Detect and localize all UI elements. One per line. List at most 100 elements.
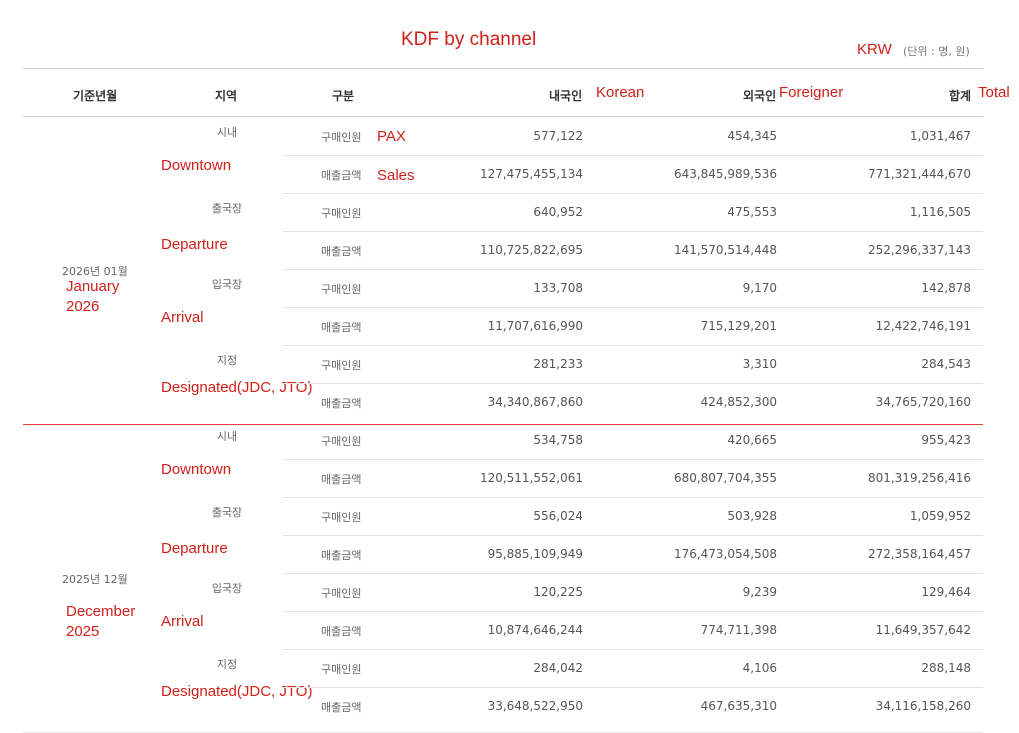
- korean-value: 10,874,646,244: [487, 623, 583, 637]
- korean-value: 281,233: [533, 357, 583, 371]
- row-type: 매출금액: [321, 701, 362, 714]
- foreigner-value: 424,852,300: [700, 395, 777, 409]
- annotation-region: Departure: [161, 540, 228, 557]
- annotation-foreigner: Foreigner: [779, 84, 844, 101]
- unit-note: (단위 : 명, 원): [903, 45, 970, 58]
- header-period: 기준년월: [73, 89, 118, 103]
- total-value: 801,319,256,416: [867, 471, 971, 485]
- foreigner-value: 9,170: [742, 281, 777, 295]
- row-separator: [283, 307, 983, 308]
- row-separator: [283, 687, 983, 688]
- row-separator: [283, 383, 983, 384]
- row-separator: [283, 573, 983, 574]
- row-separator: [283, 345, 983, 346]
- row-separator: [283, 269, 983, 270]
- total-value: 1,116,505: [909, 205, 971, 219]
- region-label: 시내: [216, 430, 238, 443]
- annotation-period: 2026: [66, 298, 100, 315]
- annotation-region: Arrival: [161, 309, 204, 326]
- total-value: 34,116,158,260: [875, 699, 971, 713]
- annotation-region: Departure: [161, 236, 228, 253]
- total-value: 272,358,164,457: [867, 547, 971, 561]
- foreigner-value: 715,129,201: [700, 319, 777, 333]
- row-separator: [283, 459, 983, 460]
- annotation-period: 2025: [66, 623, 100, 640]
- total-value: 955,423: [921, 433, 971, 447]
- total-value: 142,878: [921, 281, 971, 295]
- annotation-period: December: [66, 603, 136, 620]
- row-type: 매출금액: [321, 397, 362, 410]
- annotation-title: KDF by channel: [401, 29, 537, 50]
- foreigner-value: 643,845,989,536: [673, 167, 777, 181]
- row-type: 매출금액: [321, 245, 362, 258]
- row-type: 매출금액: [321, 321, 362, 334]
- region-label: 입국장: [211, 582, 243, 595]
- annotation-region: Downtown: [161, 157, 232, 174]
- total-value: 34,765,720,160: [875, 395, 971, 409]
- row-type: 구매인원: [321, 283, 362, 296]
- annotation-region: Designated(JDC, JTO): [161, 683, 313, 700]
- row-type: 구매인원: [321, 435, 362, 448]
- region-label: 시내: [216, 126, 238, 139]
- header-top-border: [23, 68, 983, 69]
- header-foreigner: 외국인: [743, 89, 777, 103]
- header-type: 구분: [332, 89, 355, 103]
- row-type: 구매인원: [321, 663, 362, 676]
- row-type: 매출금액: [321, 625, 362, 638]
- total-value: 12,422,746,191: [875, 319, 971, 333]
- korean-value: 110,725,822,695: [479, 243, 583, 257]
- row-separator: [283, 231, 983, 232]
- foreigner-value: 420,665: [727, 433, 777, 447]
- annotation-total: Total: [978, 84, 1010, 101]
- row-separator: [283, 155, 983, 156]
- row-separator: [283, 649, 983, 650]
- region-label: 출국장: [211, 202, 243, 215]
- header-region: 지역: [215, 89, 238, 103]
- annotation-period: January: [66, 278, 120, 295]
- foreigner-value: 774,711,398: [700, 623, 777, 637]
- foreigner-value: 503,928: [727, 509, 777, 523]
- row-type: 구매인원: [321, 511, 362, 524]
- header-bottom-border: [23, 116, 983, 117]
- group-separator: [23, 424, 983, 425]
- total-value: 252,296,337,143: [867, 243, 971, 257]
- row-type: 구매인원: [321, 359, 362, 372]
- region-label: 출국장: [211, 506, 243, 519]
- foreigner-value: 9,239: [742, 585, 777, 599]
- annotation-sales: Sales: [377, 167, 415, 184]
- row-separator: [283, 193, 983, 194]
- row-type: 매출금액: [321, 473, 362, 486]
- total-value: 284,543: [921, 357, 971, 371]
- korean-value: 120,225: [533, 585, 583, 599]
- row-type: 매출금액: [321, 549, 362, 562]
- annotation-region: Downtown: [161, 461, 232, 478]
- korean-value: 120,511,552,061: [479, 471, 583, 485]
- annotation-korean: Korean: [596, 84, 645, 101]
- region-label: 입국장: [211, 278, 243, 291]
- annotation-krw: KRW: [857, 41, 892, 58]
- header-total: 합계: [949, 89, 972, 103]
- annotation-region: Designated(JDC, JTO): [161, 379, 313, 396]
- header-korean: 내국인: [549, 89, 583, 103]
- annotation-region: Arrival: [161, 613, 204, 630]
- row-type: 구매인원: [321, 207, 362, 220]
- foreigner-value: 141,570,514,448: [673, 243, 777, 257]
- foreigner-value: 4,106: [742, 661, 777, 675]
- row-separator: [283, 611, 983, 612]
- korean-value: 640,952: [533, 205, 583, 219]
- total-value: 129,464: [921, 585, 971, 599]
- period-label: 2025년 12월: [62, 573, 128, 586]
- korean-value: 577,122: [533, 129, 583, 143]
- foreigner-value: 680,807,704,355: [673, 471, 777, 485]
- period-label: 2026년 01월: [62, 265, 128, 278]
- korean-value: 33,648,522,950: [487, 699, 583, 713]
- foreigner-value: 176,473,054,508: [673, 547, 777, 561]
- foreigner-value: 454,345: [727, 129, 777, 143]
- foreigner-value: 467,635,310: [700, 699, 777, 713]
- foreigner-value: 3,310: [742, 357, 777, 371]
- row-type: 매출금액: [321, 169, 362, 182]
- total-value: 1,059,952: [909, 509, 971, 523]
- total-value: 288,148: [921, 661, 971, 675]
- total-value: 11,649,357,642: [875, 623, 971, 637]
- korean-value: 95,885,109,949: [487, 547, 583, 561]
